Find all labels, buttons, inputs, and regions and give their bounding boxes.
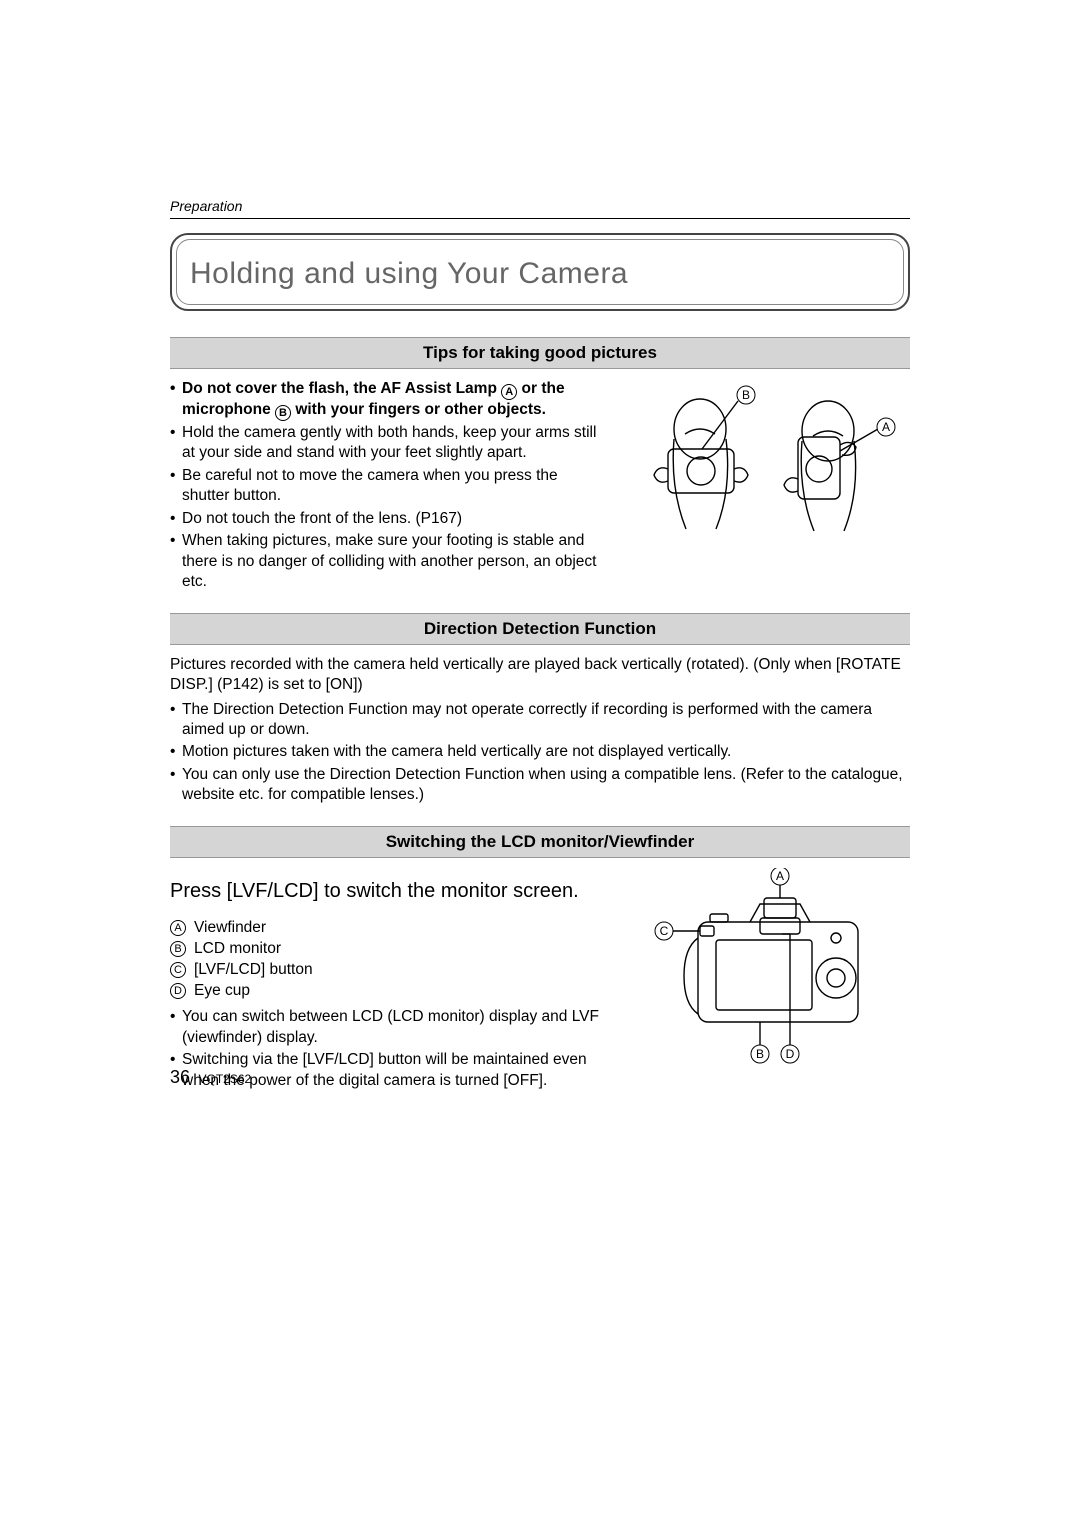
direction-item: Motion pictures taken with the camera he…: [170, 742, 910, 762]
lcd-item: You can switch between LCD (LCD monitor)…: [170, 1007, 602, 1048]
lcd-instruction: Press [LVF/LCD] to switch the monitor sc…: [170, 878, 602, 904]
svg-text:D: D: [786, 1047, 795, 1061]
tips-illustration: B A: [620, 379, 910, 595]
svg-text:A: A: [776, 869, 784, 883]
direction-bullets: The Direction Detection Function may not…: [170, 700, 910, 806]
legend-text: [LVF/LCD] button: [194, 960, 313, 981]
tips-text-col: Do not cover the flash, the AF Assist La…: [170, 379, 602, 595]
tip-item: Be careful not to move the camera when y…: [170, 466, 602, 507]
section-heading-tips: Tips for taking good pictures: [170, 337, 910, 369]
title-frame: Holding and using Your Camera: [170, 233, 910, 311]
label-b-icon: B: [170, 941, 186, 957]
label-c-icon: C: [170, 962, 186, 978]
legend-item: D Eye cup: [170, 981, 602, 1002]
header-rule: Preparation: [170, 198, 910, 219]
direction-item: You can only use the Direction Detection…: [170, 765, 910, 806]
page-title: Holding and using Your Camera: [190, 257, 890, 291]
direction-item: The Direction Detection Function may not…: [170, 700, 910, 741]
svg-text:B: B: [742, 388, 750, 402]
tip-item: Hold the camera gently with both hands, …: [170, 423, 602, 464]
tips-bullets: Do not cover the flash, the AF Assist La…: [170, 379, 602, 593]
legend-text: Viewfinder: [194, 918, 266, 939]
legend-text: Eye cup: [194, 981, 250, 1002]
label-b-icon: B: [275, 405, 291, 421]
tip-item: Do not cover the flash, the AF Assist La…: [170, 379, 602, 421]
section-heading-lcd: Switching the LCD monitor/Viewfinder: [170, 826, 910, 858]
svg-text:B: B: [756, 1047, 764, 1061]
tip-item: When taking pictures, make sure your foo…: [170, 531, 602, 592]
lcd-row: Press [LVF/LCD] to switch the monitor sc…: [170, 868, 910, 1094]
label-d-icon: D: [170, 983, 186, 999]
manual-page: Preparation Holding and using Your Camer…: [170, 198, 910, 1111]
legend-item: C [LVF/LCD] button: [170, 960, 602, 981]
legend-item: B LCD monitor: [170, 939, 602, 960]
lcd-illustration: A C B D: [620, 868, 910, 1094]
lcd-legend: A Viewfinder B LCD monitor C [LVF/LCD] butt…: [170, 918, 602, 1002]
section-label: Preparation: [170, 198, 242, 214]
page-footer: 36 VQT2S62: [170, 1067, 251, 1088]
svg-text:A: A: [882, 420, 890, 434]
tips-row: Do not cover the flash, the AF Assist La…: [170, 379, 910, 595]
doc-code: VQT2S62: [198, 1072, 251, 1086]
tip-text: Do not cover the flash, the AF Assist La…: [182, 380, 565, 418]
label-a-icon: A: [501, 384, 517, 400]
legend-item: A Viewfinder: [170, 918, 602, 939]
svg-text:C: C: [660, 924, 669, 938]
section-heading-direction: Direction Detection Function: [170, 613, 910, 645]
tip-item: Do not touch the front of the lens. (P16…: [170, 509, 602, 529]
label-a-icon: A: [170, 920, 186, 936]
lcd-text-col: Press [LVF/LCD] to switch the monitor sc…: [170, 868, 602, 1094]
legend-text: LCD monitor: [194, 939, 281, 960]
page-number: 36: [170, 1067, 190, 1087]
direction-intro: Pictures recorded with the camera held v…: [170, 655, 910, 696]
